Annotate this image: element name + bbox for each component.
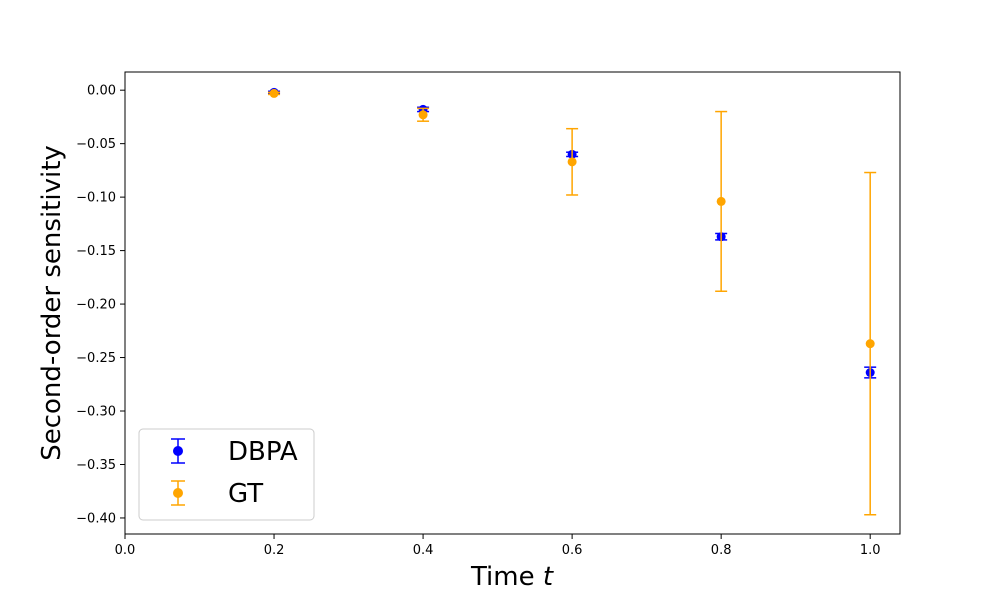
- x-axis-label: Time t: [470, 562, 554, 592]
- gt-point: [269, 88, 279, 98]
- y-axis-label: Second-order sensitivity: [37, 145, 67, 461]
- plot-layer: 0.0 0.2 0.4 0.6 0.8 1.0 0.00 −0.05 −0.10 −0.15 −0.…: [76, 71, 901, 558]
- legend-dbpa-label: DBPA: [228, 437, 298, 467]
- plot-frame: [124, 71, 901, 535]
- x-tick-label: 0.0: [115, 543, 136, 558]
- y-tick-label: −0.25: [76, 351, 116, 366]
- gt-point: [716, 196, 726, 206]
- x-tick-label: 1.0: [860, 543, 881, 558]
- y-tick-label: −0.05: [76, 137, 116, 152]
- x-tick-label: 0.4: [413, 543, 434, 558]
- y-tick-label: −0.35: [76, 458, 116, 473]
- x-axis-label-variable: t: [543, 562, 554, 592]
- y-tick-label: −0.10: [76, 191, 116, 206]
- legend-dbpa-marker: [173, 446, 183, 456]
- y-tick-label: −0.15: [76, 244, 116, 259]
- gt-point: [418, 110, 428, 120]
- gt-point: [865, 339, 875, 349]
- x-tick-label: 0.8: [711, 543, 732, 558]
- y-axis-label-text: Second-order sensitivity: [37, 145, 67, 461]
- legend-gt-label: GT: [228, 479, 263, 509]
- legend: DBPA GT: [138, 428, 315, 521]
- y-tick-label: −0.20: [76, 298, 116, 313]
- y-tick-label: −0.40: [76, 511, 116, 526]
- x-tick-label: 0.6: [562, 543, 583, 558]
- x-tick-label: 0.2: [264, 543, 285, 558]
- y-tick-label: −0.30: [76, 405, 116, 420]
- legend-gt-marker: [173, 488, 183, 498]
- gt-point: [567, 157, 577, 167]
- x-axis-label-text: Time: [470, 562, 535, 592]
- y-tick-label: 0.00: [87, 84, 116, 99]
